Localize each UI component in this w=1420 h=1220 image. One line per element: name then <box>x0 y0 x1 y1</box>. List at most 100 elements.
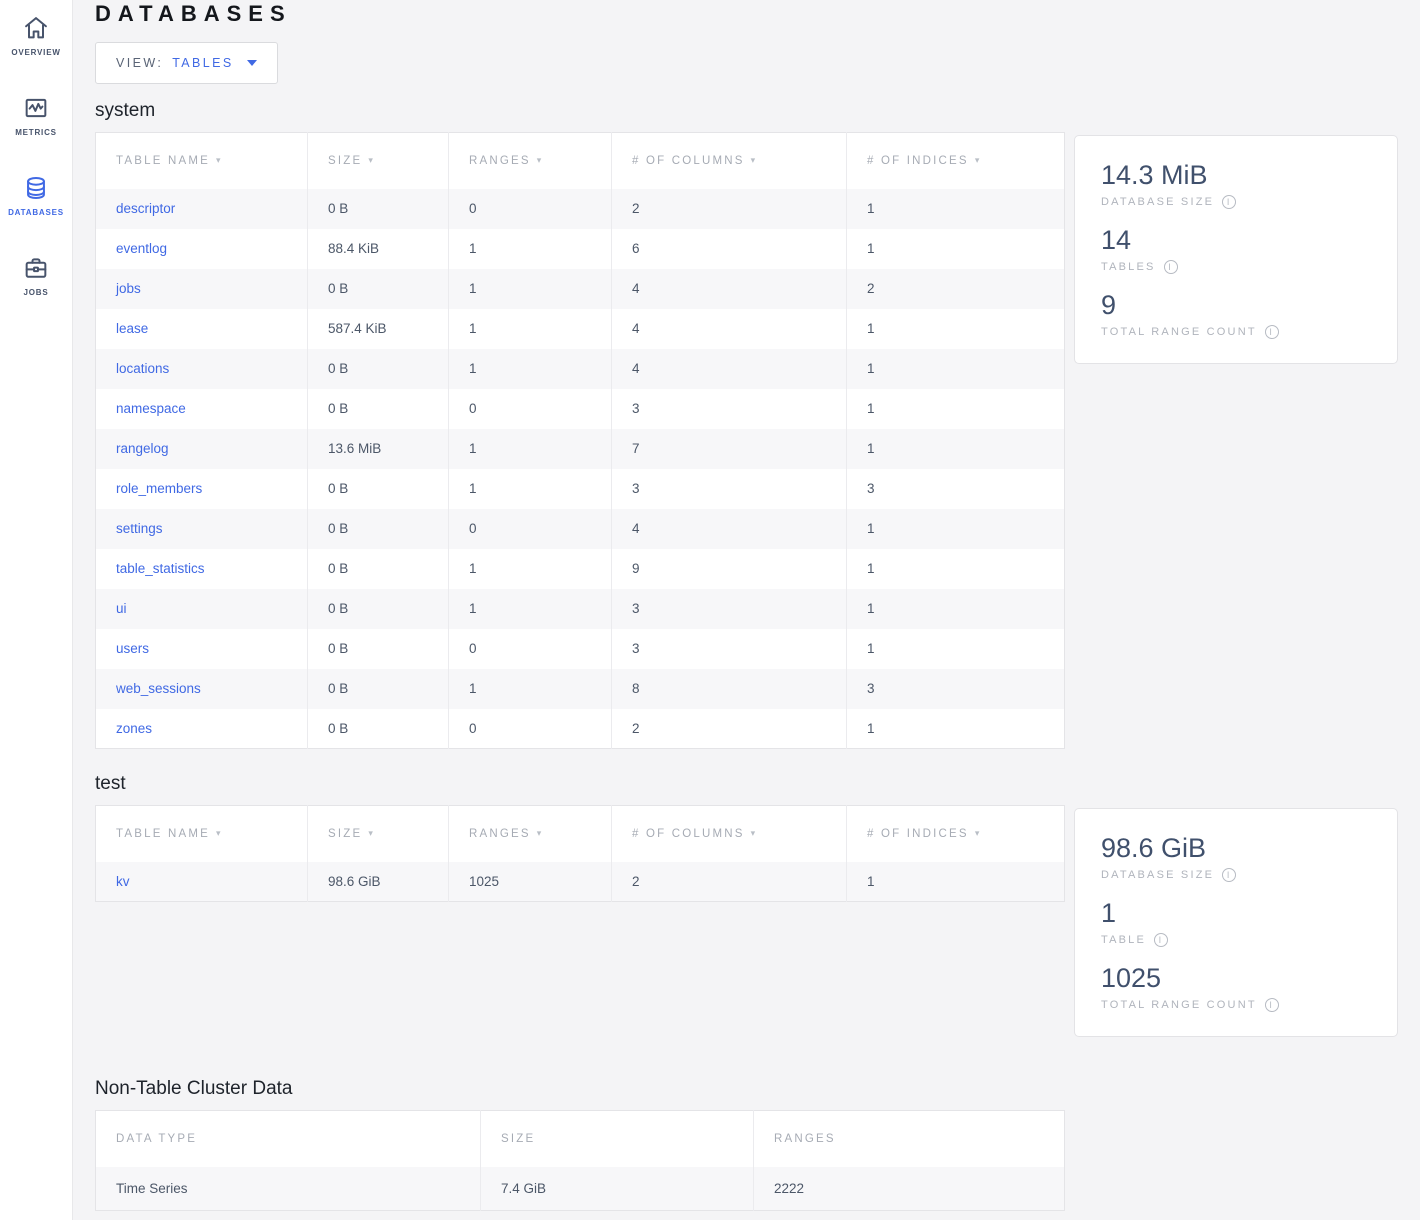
num-columns-cell: 2 <box>611 188 847 229</box>
column-header: SIZE <box>480 1110 754 1167</box>
info-icon[interactable]: i <box>1222 195 1237 209</box>
table-name-link[interactable]: eventlog <box>116 241 168 256</box>
table-name-link[interactable]: role_members <box>116 481 203 496</box>
table-name-cell: settings <box>95 508 308 549</box>
ranges-cell: 0 <box>448 508 612 549</box>
size-cell: 0 B <box>307 668 449 709</box>
column-header[interactable]: # OF INDICES ▾ <box>846 805 1065 862</box>
num-columns-cell: 7 <box>611 428 847 469</box>
info-icon[interactable]: i <box>1163 260 1178 274</box>
column-header[interactable]: # OF INDICES ▾ <box>846 132 1065 189</box>
view-selector[interactable]: VIEW: TABLES <box>95 42 278 84</box>
num-columns-cell: 2 <box>611 708 847 749</box>
num-columns-cell: 3 <box>611 468 847 509</box>
non-table-data-table: DATA TYPE SIZE RANGES Time Series 7.4 GiB 222… <box>95 1110 1065 1211</box>
summary-stat: 1 TABLE i <box>1101 897 1371 947</box>
sidebar-item-jobs[interactable]: JOBS <box>0 248 72 328</box>
table-name-link[interactable]: locations <box>116 361 170 376</box>
table-name-link[interactable]: zones <box>116 720 153 736</box>
column-header[interactable]: RANGES ▾ <box>448 132 612 189</box>
info-icon[interactable]: i <box>1264 325 1279 339</box>
sidebar-item-overview[interactable]: OVERVIEW <box>0 8 72 88</box>
ranges-cell: 0 <box>448 188 612 229</box>
table-row: Time Series 7.4 GiB 2222 <box>95 1166 1065 1211</box>
sidebar-nav: OVERVIEW METRICS DATABASES JOBS <box>0 0 72 328</box>
info-icon[interactable]: i <box>1222 868 1237 882</box>
table-name-cell: role_members <box>95 468 308 509</box>
ranges-cell: 1 <box>448 668 612 709</box>
table-name-cell: jobs <box>95 268 308 309</box>
database-name-heading: system <box>95 100 156 121</box>
column-header[interactable]: TABLE NAME ▾ <box>95 805 308 862</box>
table-name-link[interactable]: namespace <box>116 401 186 416</box>
database-summary-card: 14.3 MiB DATABASE SIZE i 14 TABLES i 9 TOTAL RA… <box>1074 135 1398 364</box>
column-header: RANGES <box>753 1110 1065 1167</box>
size-cell: 0 B <box>307 588 449 629</box>
info-icon[interactable]: i <box>1154 933 1169 947</box>
num-columns-cell: 3 <box>611 388 847 429</box>
table-name-link[interactable]: users <box>116 641 150 656</box>
stat-value: 9 <box>1101 290 1117 320</box>
table-row: lease 587.4 KiB 1 4 1 <box>95 308 1065 349</box>
column-header[interactable]: RANGES ▾ <box>448 805 612 862</box>
num-columns-cell: 3 <box>611 628 847 669</box>
num-indices-cell: 2 <box>867 281 875 296</box>
table-name-link[interactable]: descriptor <box>116 201 176 216</box>
num-indices-cell: 1 <box>867 401 875 416</box>
table-name-link[interactable]: web_sessions <box>116 681 201 696</box>
column-header-label: # OF INDICES <box>867 827 969 840</box>
metrics-icon <box>22 94 50 122</box>
summary-stat: 98.6 GiB DATABASE SIZE i <box>1101 832 1371 882</box>
table-name-cell: zones <box>95 708 308 749</box>
num-columns-cell: 6 <box>611 228 847 269</box>
num-columns-cell: 8 <box>611 668 847 709</box>
view-selector-label: VIEW: <box>116 56 164 70</box>
column-header[interactable]: TABLE NAME ▾ <box>95 132 308 189</box>
column-header[interactable]: SIZE ▾ <box>307 132 449 189</box>
column-header-label: # OF COLUMNS <box>632 154 745 167</box>
column-header[interactable]: SIZE ▾ <box>307 805 449 862</box>
database-section-system: system TABLE NAME ▾ SIZE ▾ RANGES ▾ # OF COLUMN… <box>95 100 1398 749</box>
table-name-link[interactable]: kv <box>116 873 130 889</box>
column-header-label: RANGES <box>469 827 531 840</box>
num-columns-cell: 4 <box>611 348 847 389</box>
column-header-label: # OF INDICES <box>867 154 969 167</box>
ranges-cell: 0 <box>448 708 612 749</box>
num-indices-cell: 1 <box>867 361 875 376</box>
num-indices-cell: 1 <box>867 601 875 616</box>
num-columns-cell: 4 <box>611 268 847 309</box>
column-header-label: # OF COLUMNS <box>632 827 745 840</box>
table-name-cell: eventlog <box>95 228 308 269</box>
ranges-cell: 1 <box>448 228 612 269</box>
column-header[interactable]: # OF COLUMNS ▾ <box>611 805 847 862</box>
table-name-link[interactable]: lease <box>116 321 149 336</box>
table-name-cell: ui <box>95 588 308 629</box>
info-icon[interactable]: i <box>1264 998 1279 1012</box>
stat-value: 1 <box>1101 898 1117 928</box>
table-name-link[interactable]: jobs <box>116 281 141 296</box>
column-header[interactable]: # OF COLUMNS ▾ <box>611 132 847 189</box>
ranges-cell: 0 <box>448 628 612 669</box>
num-columns-cell: 4 <box>611 308 847 349</box>
num-columns-cell: 2 <box>611 861 847 902</box>
size-cell: 0 B <box>307 188 449 229</box>
ranges-cell: 1 <box>448 468 612 509</box>
table-name-link[interactable]: rangelog <box>116 441 169 456</box>
num-indices-cell: 1 <box>867 521 875 536</box>
sort-caret-icon: ▾ <box>750 827 758 838</box>
sort-caret-icon: ▾ <box>536 827 544 838</box>
databases-icon <box>22 174 50 202</box>
sidebar: OVERVIEW METRICS DATABASES JOBS <box>0 0 73 1220</box>
sidebar-item-metrics[interactable]: METRICS <box>0 88 72 168</box>
table-name-link[interactable]: settings <box>116 521 163 536</box>
database-section-test: test TABLE NAME ▾ SIZE ▾ RANGES ▾ # OF COLUMNS ▾… <box>95 773 1398 1037</box>
num-indices-cell: 1 <box>867 201 875 216</box>
table-name-link[interactable]: table_statistics <box>116 561 205 576</box>
table-name-link[interactable]: ui <box>116 601 127 616</box>
table-row: rangelog 13.6 MiB 1 7 1 <box>95 428 1065 469</box>
sidebar-item-databases[interactable]: DATABASES <box>0 168 72 248</box>
column-header: DATA TYPE <box>95 1110 481 1167</box>
